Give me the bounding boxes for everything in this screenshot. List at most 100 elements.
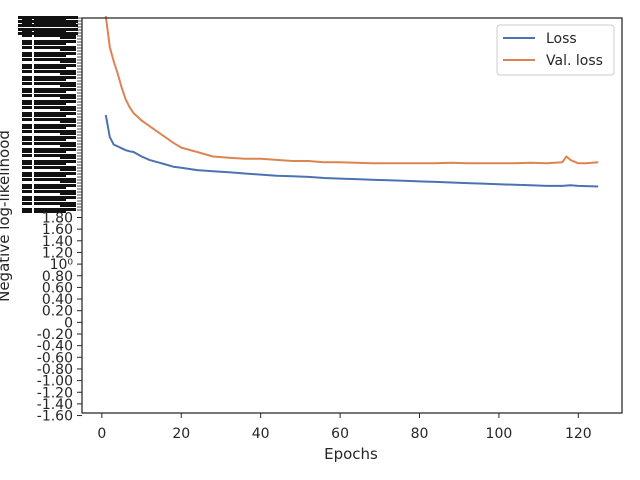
- overlapped-tick-glyph: [60, 58, 76, 63]
- series-line: [104, 15, 599, 165]
- x-tick-label: 60: [331, 426, 349, 442]
- y-tick-label: -1.40: [37, 397, 73, 413]
- x-tick-label: 120: [565, 426, 592, 442]
- overlapped-tick-glyph: [46, 160, 66, 165]
- overlapped-tick-glyph: [22, 184, 32, 189]
- overlapped-tick-glyph: [22, 208, 32, 213]
- overlapped-tick-glyph: [34, 22, 50, 25]
- overlapped-tick-glyph: [22, 88, 32, 93]
- x-tick-labels: 0 20 40 60 80 100 120: [97, 413, 592, 442]
- overlapped-tick-glyph: [46, 124, 66, 129]
- overlapped-tick-glyph: [46, 202, 66, 205]
- overlapped-tick-glyph: [46, 112, 66, 117]
- overlapped-tick-glyph: [46, 154, 66, 157]
- overlapped-tick-glyph: [18, 20, 78, 23]
- overlapped-tick-glyph: [34, 34, 50, 37]
- overlapped-tick-glyph: [22, 76, 32, 81]
- overlapped-tick-glyph: [60, 52, 76, 55]
- overlapped-tick-glyph: [46, 52, 66, 57]
- overlapped-tick-glyph: [60, 148, 76, 151]
- x-axis-label: Epochs: [324, 445, 378, 463]
- overlapped-tick-glyph: [60, 130, 76, 135]
- overlapped-tick-glyph: [46, 118, 66, 121]
- y-tick-label: -1.20: [37, 385, 73, 401]
- overlapped-tick-glyph: [60, 40, 76, 43]
- overlapped-tick-glyph: [34, 148, 50, 153]
- overlapped-tick-glyph: [46, 88, 66, 93]
- overlapped-tick-glyph: [34, 82, 50, 85]
- overlapped-tick-glyph: [60, 208, 76, 211]
- overlapped-tick-glyph: [22, 34, 32, 37]
- overlapped-tick-glyph: [34, 40, 50, 45]
- overlapped-tick-glyph: [22, 160, 32, 165]
- x-tick-label: 0: [97, 426, 106, 442]
- overlapped-tick-glyph: [46, 64, 66, 69]
- y-tick-label: 0.40: [42, 292, 73, 308]
- x-tick-label: 100: [486, 426, 513, 442]
- overlapped-tick-glyph: [22, 124, 32, 129]
- overlapped-tick-glyph: [34, 172, 50, 177]
- overlapped-tick-glyph: [60, 178, 76, 183]
- overlapped-tick-glyph: [34, 202, 50, 205]
- series-line: [104, 114, 599, 188]
- overlapped-tick-glyph: [60, 166, 76, 171]
- overlapped-tick-glyph: [46, 148, 66, 153]
- y-tick-label: 1.20: [42, 245, 73, 261]
- overlapped-tick-glyph: [22, 118, 32, 121]
- overlapped-tick-glyph: [46, 76, 66, 81]
- overlapped-tick-glyph: [60, 160, 76, 163]
- overlapped-tick-glyph: [22, 130, 32, 133]
- y-tick-label: -0.40: [37, 339, 73, 355]
- overlapped-tick-glyph: [34, 100, 50, 105]
- overlapped-tick-glyph: [22, 172, 32, 177]
- overlapped-tick-glyph: [22, 46, 32, 49]
- overlapped-tick-glyph: [46, 136, 66, 141]
- overlapped-tick-glyph: [22, 94, 32, 97]
- overlapped-tick-glyph: [34, 184, 50, 189]
- overlapped-tick-glyph: [46, 94, 66, 97]
- overlapped-tick-glyph: [34, 130, 50, 133]
- overlapped-tick-glyph: [18, 28, 78, 31]
- overlapped-tick-glyph: [60, 172, 76, 175]
- overlapped-tick-glyph: [46, 70, 66, 73]
- overlapped-tick-glyph: [46, 40, 66, 45]
- overlapped-tick-glyph: [60, 190, 76, 195]
- overlapped-tick-glyph: [46, 46, 66, 49]
- overlapped-tick-glyph: [60, 88, 76, 91]
- overlapped-tick-glyph: [22, 142, 32, 145]
- overlapped-tick-glyph: [18, 32, 78, 35]
- x-tick-label: 80: [411, 426, 429, 442]
- overlapped-tick-glyph: [22, 22, 32, 25]
- overlapped-tick-glyph: [34, 124, 50, 129]
- overlapped-tick-glyph: [34, 136, 50, 141]
- y-tick-label: -0.20: [37, 327, 73, 343]
- y-tick-label: 0.60: [42, 280, 73, 296]
- overlapped-tick-glyph: [34, 58, 50, 61]
- overlapped-tick-glyph: [22, 178, 32, 181]
- y-tick-label: 1.40: [42, 234, 73, 250]
- overlapped-tick-glyph: [34, 166, 50, 169]
- overlapped-tick-glyph: [22, 70, 32, 73]
- overlapped-tick-glyph: [60, 136, 76, 139]
- overlapped-tick-glyph: [60, 64, 76, 67]
- overlapped-tick-glyph: [34, 196, 50, 201]
- legend: Loss Val. loss: [496, 24, 615, 76]
- y-tick-label: 0.20: [42, 304, 73, 320]
- y-tick-label: 10⁰: [50, 257, 74, 273]
- overlapped-tick-glyph: [22, 202, 32, 205]
- overlapped-tick-glyph: [60, 100, 76, 103]
- overlapped-tick-glyph: [60, 202, 76, 207]
- overlapped-tick-glyph: [60, 112, 76, 115]
- overlapped-tick-glyph: [46, 100, 66, 105]
- overlapped-tick-glyph: [46, 184, 66, 189]
- overlapped-tick-glyph: [22, 106, 32, 109]
- overlapped-tick-glyph: [46, 130, 66, 133]
- overlapped-tick-glyph: [46, 196, 66, 201]
- y-tick-label: -0.80: [37, 362, 73, 378]
- overlapped-tick-glyph: [46, 190, 66, 193]
- overlapped-tick-glyph: [46, 208, 66, 213]
- overlapping-upper-tick-labels: [18, 16, 82, 213]
- overlapped-tick-glyph: [34, 178, 50, 181]
- y-tick-label: 0: [64, 315, 73, 331]
